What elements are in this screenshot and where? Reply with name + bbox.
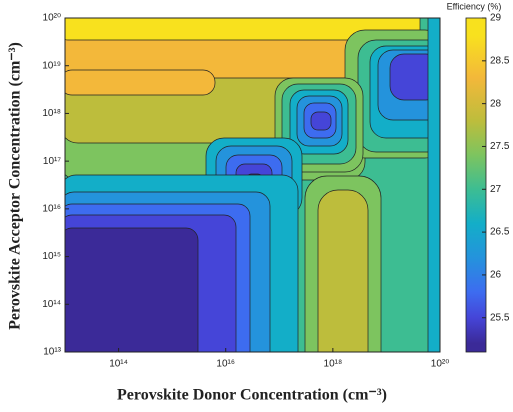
contour-region bbox=[317, 189, 369, 352]
y-tick-label: 10¹⁸ bbox=[42, 108, 61, 119]
colorbar bbox=[465, 17, 487, 353]
colorbar-tick-label: 28.5 bbox=[490, 55, 510, 66]
colorbar-tick-label: 28 bbox=[490, 98, 502, 109]
y-tick-label: 10²⁰ bbox=[43, 13, 61, 24]
contour-region bbox=[389, 53, 440, 101]
colorbar-tick-label: 27.5 bbox=[490, 141, 510, 152]
y-tick-label: 10¹⁶ bbox=[42, 203, 61, 214]
contour-region bbox=[427, 18, 440, 352]
y-tick-label: 10¹³ bbox=[43, 347, 61, 358]
contour-region bbox=[310, 111, 332, 131]
plot-frame bbox=[64, 17, 441, 353]
x-tick-label: 10¹⁸ bbox=[324, 359, 343, 370]
colorbar-tick-label: 25.5 bbox=[490, 312, 510, 323]
contour-region bbox=[65, 18, 421, 41]
y-tick-label: 10¹⁵ bbox=[42, 251, 61, 262]
colorbar-tick-label: 26.5 bbox=[490, 227, 510, 238]
y-tick-label: 10¹⁴ bbox=[42, 299, 61, 310]
contour-region bbox=[65, 69, 216, 96]
contour-region bbox=[65, 227, 199, 352]
x-tick-label: 10²⁰ bbox=[431, 359, 449, 370]
colorbar-label: Efficiency (%) bbox=[447, 1, 502, 11]
y-tick-label: 10¹⁹ bbox=[42, 60, 61, 71]
x-tick-label: 10¹⁶ bbox=[216, 359, 235, 370]
x-axis-title: Perovskite Donor Concentration (cm⁻³) bbox=[117, 387, 387, 404]
colorbar-tick-label: 29 bbox=[490, 13, 502, 24]
colorbar-tick-label: 26 bbox=[490, 270, 502, 281]
x-tick-label: 10¹⁴ bbox=[109, 359, 128, 370]
colorbar-tick-label: 27 bbox=[490, 184, 502, 195]
y-axis-title: Perovskite Acceptor Concentration (cm⁻³) bbox=[7, 42, 24, 330]
contour-fill bbox=[65, 18, 440, 352]
y-tick-label: 10¹⁷ bbox=[43, 156, 61, 167]
